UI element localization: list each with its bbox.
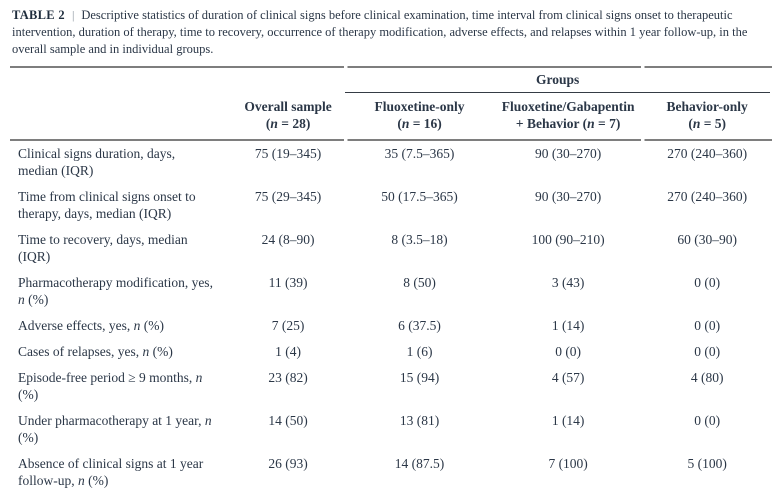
table-top-rule	[10, 66, 772, 68]
caption-separator-bar: |	[71, 8, 75, 22]
value-cell-behavior-only: 0 (0)	[694, 318, 721, 333]
column-header-overall-sample: Overall sample (n = 28)	[231, 98, 345, 132]
value-cell-overall: 24 (8–90)	[261, 232, 315, 247]
value-cell-fluoxetine-only: 15 (94)	[399, 370, 440, 385]
value-cell-fluoxetine-only: 6 (37.5)	[398, 318, 441, 333]
value-cell-overall: 7 (25)	[271, 318, 305, 333]
row-label: Clinical signs duration, days, median (I…	[18, 146, 176, 178]
header-spacer	[10, 98, 231, 132]
value-cell-overall: 14 (50)	[268, 413, 308, 428]
column-header-line1: Overall sample	[244, 99, 332, 114]
value-cell-fluoxetine-only: 8 (50)	[403, 275, 436, 290]
column-header-fluoxetine-only: Fluoxetine-only (n = 16)	[345, 98, 494, 132]
row-label: Adverse effects, yes, n (%)	[18, 318, 164, 333]
column-header-n: + Behavior (n = 7)	[515, 116, 621, 131]
header-bottom-rule	[10, 139, 772, 141]
value-cell-behavior-only: 0 (0)	[694, 413, 721, 428]
table-number: TABLE 2	[12, 8, 65, 22]
groups-spanner-row: Groups	[10, 68, 772, 93]
table-caption: TABLE 2 | Descriptive statistics of durati…	[12, 7, 769, 58]
value-cell-fluoxetine-only: 14 (87.5)	[394, 456, 445, 471]
value-cell-behavior-only: 270 (240–360)	[667, 146, 748, 161]
value-cell-fluoxetine-gabapentin: 100 (90–210)	[531, 232, 605, 247]
groups-header: Groups	[345, 72, 770, 93]
table-row-under-pharmacotherapy: Under pharmacotherapy at 1 year, n (%) 1…	[10, 408, 772, 451]
value-cell-fluoxetine-gabapentin: 7 (100)	[548, 456, 588, 471]
table-row-episode-free-period: Episode-free period ≥ 9 months, n (%) 23…	[10, 365, 772, 408]
value-cell-behavior-only: 270 (240–360)	[667, 189, 748, 204]
row-label: Time to recovery, days, median (IQR)	[18, 232, 188, 264]
table-row-time-from-onset: Time from clinical signs onset to therap…	[10, 184, 772, 227]
column-header-line1: Behavior-only	[666, 99, 748, 114]
value-cell-fluoxetine-only: 1 (6)	[406, 344, 433, 359]
table-row-cases-of-relapses: Cases of relapses, yes, n (%) 1 (4) 1 (6…	[10, 339, 772, 365]
data-table: Groups Overall sample (n = 28) Fluoxetin…	[10, 66, 772, 490]
table-body: Clinical signs duration, days, median (I…	[10, 141, 772, 490]
value-cell-behavior-only: 0 (0)	[694, 344, 721, 359]
row-label: Time from clinical signs onset to therap…	[18, 189, 196, 221]
row-label: Episode-free period ≥ 9 months, n (%)	[18, 370, 203, 402]
value-cell-fluoxetine-gabapentin: 1 (14)	[551, 413, 585, 428]
column-header-fluoxetine-gabapentin-behavior: Fluoxetine/Gabapentin + Behavior (n = 7)	[494, 98, 643, 132]
value-cell-overall: 75 (19–345)	[254, 146, 322, 161]
row-label: Pharmacotherapy modification, yes, n (%)	[18, 275, 213, 307]
table-row-absence-of-clinical-signs: Absence of clinical signs at 1 year foll…	[10, 451, 772, 490]
value-cell-overall: 75 (29–345)	[254, 189, 322, 204]
value-cell-fluoxetine-gabapentin: 90 (30–270)	[534, 146, 602, 161]
column-header-line1: Fluoxetine/Gabapentin	[501, 99, 635, 114]
row-label: Absence of clinical signs at 1 year foll…	[18, 456, 204, 488]
column-header-line1: Fluoxetine-only	[374, 99, 465, 114]
caption-text: Descriptive statistics of duration of cl…	[12, 8, 748, 56]
table-row-clinical-signs-duration: Clinical signs duration, days, median (I…	[10, 141, 772, 184]
table-row-adverse-effects: Adverse effects, yes, n (%) 7 (25) 6 (37…	[10, 313, 772, 339]
column-header-n: (n = 16)	[397, 116, 442, 131]
column-header-n: (n = 5)	[688, 116, 727, 131]
value-cell-fluoxetine-gabapentin: 90 (30–270)	[534, 189, 602, 204]
value-cell-fluoxetine-only: 50 (17.5–365)	[381, 189, 458, 204]
value-cell-fluoxetine-only: 35 (7.5–365)	[384, 146, 455, 161]
value-cell-fluoxetine-only: 13 (81)	[399, 413, 440, 428]
column-header-n: (n = 28)	[265, 116, 311, 131]
row-label: Cases of relapses, yes, n (%)	[18, 344, 173, 359]
value-cell-overall: 23 (82)	[268, 370, 308, 385]
row-label: Under pharmacotherapy at 1 year, n (%)	[18, 413, 212, 445]
value-cell-overall: 11 (39)	[268, 275, 308, 290]
value-cell-fluoxetine-only: 8 (3.5–18)	[391, 232, 448, 247]
value-cell-behavior-only: 5 (100)	[687, 456, 727, 471]
value-cell-fluoxetine-gabapentin: 0 (0)	[555, 344, 582, 359]
value-cell-fluoxetine-gabapentin: 1 (14)	[551, 318, 585, 333]
value-cell-behavior-only: 60 (30–90)	[677, 232, 737, 247]
value-cell-fluoxetine-gabapentin: 4 (57)	[551, 370, 585, 385]
value-cell-overall: 26 (93)	[268, 456, 308, 471]
value-cell-behavior-only: 0 (0)	[694, 275, 721, 290]
value-cell-overall: 1 (4)	[275, 344, 302, 359]
table-row-pharmacotherapy-modification: Pharmacotherapy modification, yes, n (%)…	[10, 270, 772, 313]
table-row-time-to-recovery: Time to recovery, days, median (IQR) 24 …	[10, 227, 772, 270]
column-header-row: Overall sample (n = 28) Fluoxetine-only …	[10, 93, 772, 139]
column-header-behavior-only: Behavior-only (n = 5)	[642, 98, 772, 132]
value-cell-fluoxetine-gabapentin: 3 (43)	[551, 275, 585, 290]
value-cell-behavior-only: 4 (80)	[690, 370, 724, 385]
